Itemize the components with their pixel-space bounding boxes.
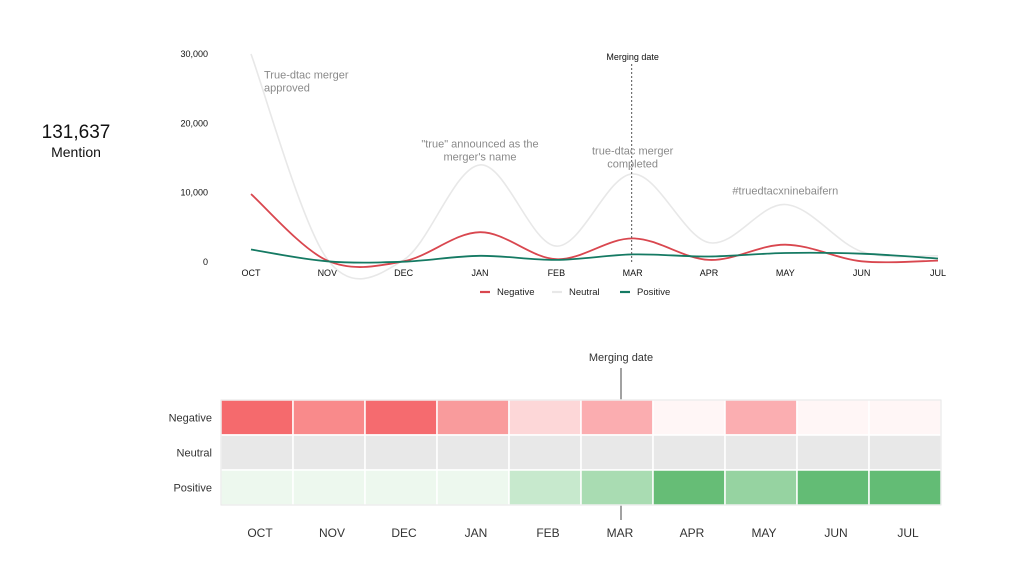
- heatmap-cell: [220, 434, 294, 471]
- heatmap-cell: [796, 399, 870, 436]
- merging-date-label: Merging date: [606, 52, 659, 62]
- total-mentions-label: Mention: [51, 144, 101, 160]
- heatmap-cell: [796, 434, 870, 471]
- heatmap-cell: [868, 469, 942, 506]
- heatmap-column-label: FEB: [536, 526, 559, 540]
- heatmap-cell: [868, 399, 942, 436]
- heatmap-column-label: JUL: [897, 526, 919, 540]
- y-tick-label: 30,000: [180, 49, 208, 59]
- annotation-text: #truedtacxninebaifern: [732, 186, 838, 198]
- x-tick-label: OCT: [242, 268, 262, 278]
- y-tick-label: 20,000: [180, 118, 208, 128]
- heatmap-column-label: NOV: [319, 526, 345, 540]
- legend-label-positive: Positive: [637, 287, 670, 298]
- heatmap-row-label: Neutral: [177, 448, 212, 460]
- heatmap-column-label: MAY: [751, 526, 776, 540]
- heatmap-column-label: JUN: [824, 526, 847, 540]
- heatmap-column-label: APR: [680, 526, 705, 540]
- heatmap-cell: [364, 399, 438, 436]
- heatmap-row-label: Positive: [173, 483, 212, 495]
- heatmap-cell: [436, 434, 510, 471]
- heatmap-cell: [364, 434, 438, 471]
- x-tick-label: NOV: [318, 268, 338, 278]
- annotation-text: "true" announced as the: [421, 139, 538, 151]
- sentiment-line-chart: 0 10,000 20,000 30,000 OCT NOV DEC JAN FEB MAR AP…: [180, 49, 946, 298]
- heatmap-row-label: Negative: [169, 413, 212, 425]
- heatmap-cell: [220, 469, 294, 506]
- x-tick-label: JUN: [853, 268, 871, 278]
- heatmap-cell: [292, 434, 366, 471]
- heatmap-cell: [220, 399, 294, 436]
- series-line-positive: [250, 248, 939, 264]
- heatmap-cell: [652, 399, 726, 436]
- heatmap-cell: [508, 469, 582, 506]
- heatmap-border: [220, 399, 942, 506]
- heatmap-cell: [580, 399, 654, 436]
- heatmap-cell: [724, 434, 798, 471]
- annotation-text: merger's name: [443, 152, 516, 164]
- x-tick-label: FEB: [548, 268, 566, 278]
- heatmap-cell: [436, 469, 510, 506]
- annotation-text: True-dtac merger: [264, 69, 349, 81]
- heatmap-cell: [724, 469, 798, 506]
- annotation-text: true-dtac merger: [592, 146, 674, 158]
- legend-label-negative: Negative: [497, 287, 535, 298]
- heatmap-cell: [652, 434, 726, 471]
- x-tick-label: DEC: [394, 268, 414, 278]
- total-mentions: 131,637 Mention: [30, 122, 122, 160]
- heatmap-column-label: DEC: [391, 526, 417, 540]
- x-tick-label: MAY: [776, 268, 795, 278]
- series-line-neutral: [250, 53, 939, 280]
- annotation-text: approved: [264, 82, 310, 94]
- x-tick-label: MAR: [623, 268, 644, 278]
- series-line-negative: [250, 193, 939, 268]
- heatmap-cell: [436, 399, 510, 436]
- heatmap-cell: [580, 434, 654, 471]
- x-tick-label: JAN: [471, 268, 488, 278]
- annotation-text: completed: [607, 159, 658, 171]
- heatmap-cell: [508, 399, 582, 436]
- heatmap-column-label: OCT: [247, 526, 273, 540]
- total-mentions-value: 131,637: [41, 122, 111, 143]
- y-tick-label: 0: [203, 257, 208, 267]
- heatmap-merging-date-label: Merging date: [589, 352, 653, 364]
- heatmap-column-label: JAN: [465, 526, 488, 540]
- heatmap-cell: [580, 469, 654, 506]
- heatmap-cell: [508, 434, 582, 471]
- x-tick-label: JUL: [930, 268, 946, 278]
- heatmap-cell: [292, 469, 366, 506]
- y-tick-label: 10,000: [180, 188, 208, 198]
- legend-label-neutral: Neutral: [569, 287, 600, 298]
- heatmap-cell: [292, 399, 366, 436]
- heatmap-cell: [796, 469, 870, 506]
- heatmap-cell: [868, 434, 942, 471]
- heatmap-cell: [652, 469, 726, 506]
- heatmap-cell: [724, 399, 798, 436]
- heatmap-cell: [364, 469, 438, 506]
- x-tick-label: APR: [700, 268, 719, 278]
- heatmap-column-label: MAR: [607, 526, 634, 540]
